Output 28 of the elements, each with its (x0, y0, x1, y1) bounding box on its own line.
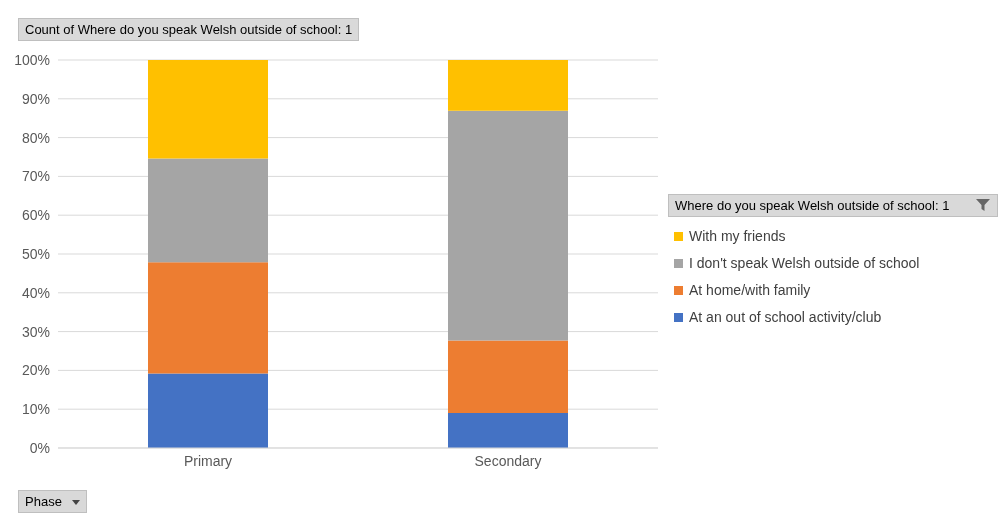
legend-label: At home/with family (688, 282, 812, 298)
y-tick-label: 30% (21, 323, 50, 340)
x-axis-title: Phase (18, 490, 87, 513)
legend-label: With my friends (688, 228, 787, 244)
legend-label: At an out of school activity/club (688, 309, 883, 325)
y-tick-label: 0% (29, 439, 50, 456)
bar (148, 158, 268, 263)
chart-title: Count of Where do you speak Welsh outside of school: 1 (18, 18, 360, 41)
bar (448, 110, 568, 341)
y-tick-label: 50% (21, 245, 50, 262)
y-tick-label: 40% (21, 284, 50, 301)
bar (148, 262, 268, 374)
y-tick-label: 100% (14, 51, 50, 68)
y-tick-label: 90% (21, 90, 50, 107)
y-tick-label: 80% (21, 129, 50, 146)
legend-title: Where do you speak Welsh outside of school: 1 (675, 198, 950, 213)
y-tick-label: 20% (21, 362, 50, 379)
y-tick-label: 70% (21, 168, 50, 185)
bar (448, 340, 568, 414)
x-tick-label: Primary (183, 452, 233, 469)
bar (448, 413, 568, 448)
legend-label: I don't speak Welsh outside of school (688, 255, 921, 271)
x-tick-label: Secondary (474, 452, 542, 469)
y-tick-label: 10% (21, 401, 50, 418)
bar (448, 60, 568, 111)
bar (148, 373, 268, 448)
bar (148, 60, 268, 159)
y-tick-label: 60% (21, 207, 50, 224)
